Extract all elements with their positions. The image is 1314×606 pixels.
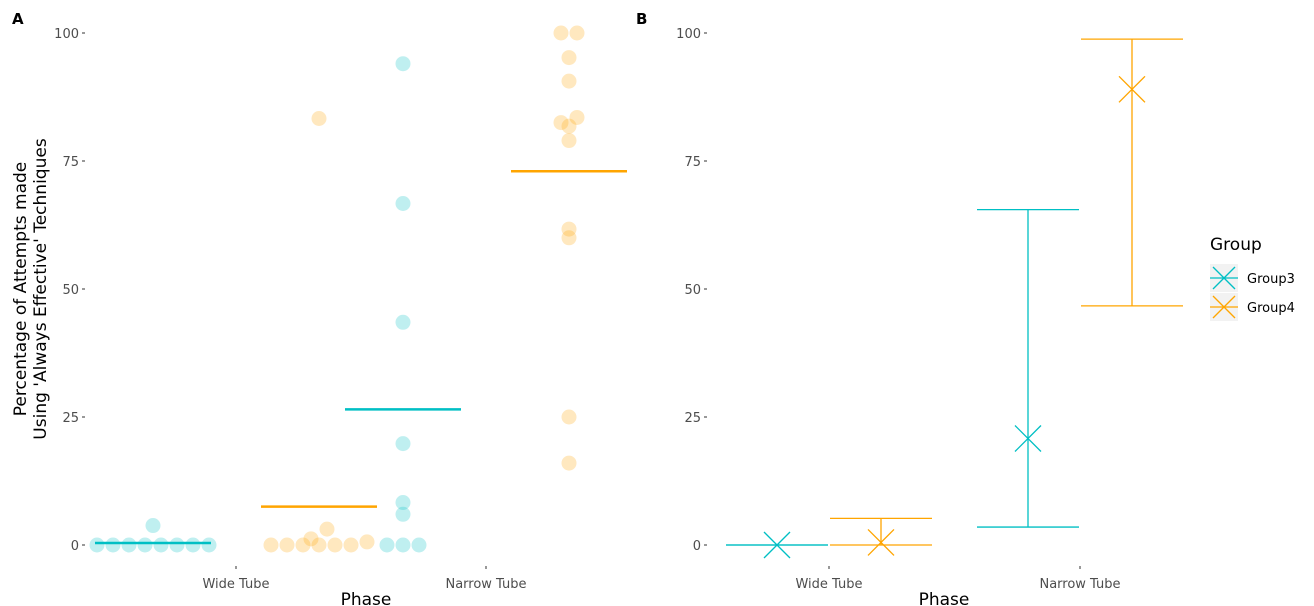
panel-b-mean-marker	[1118, 75, 1146, 103]
panel-a-data-point	[379, 537, 395, 553]
panel-a-data-point	[105, 537, 121, 553]
panel-a-data-point	[311, 537, 327, 553]
panel-a-y-tick-label: 0	[71, 539, 79, 554]
panel-a-y-tick-label: 100	[54, 27, 79, 42]
panel-a-data-point	[395, 314, 411, 330]
panel-a-data-point	[561, 221, 577, 237]
panel-b-mean-marker	[867, 528, 895, 556]
panel-a-data-point	[121, 537, 137, 553]
panel-a-data-point	[561, 409, 577, 425]
panel-b-x-axis: Wide Tube Narrow Tube	[795, 566, 1121, 592]
legend-title: Group	[1210, 235, 1262, 255]
panel-b-x-tick-label: Narrow Tube	[1039, 577, 1120, 592]
panel-a-data-point	[359, 534, 375, 550]
panel-a-data-point	[395, 436, 411, 452]
panel-a-x-tick-label: Wide Tube	[202, 577, 269, 592]
panel-b-y-tick-label: 75	[684, 155, 701, 170]
panel-a-y-tick-label: 50	[62, 283, 79, 298]
panel-a-data-point	[561, 455, 577, 471]
panel-b-plot: 0 25 50 75 100 Wide Tube Narrow Tube	[676, 27, 1183, 592]
panel-a-data-point	[395, 506, 411, 522]
panel-a-data-point	[395, 56, 411, 72]
legend-label: Group3	[1247, 272, 1295, 287]
panel-a-data-point	[561, 230, 577, 246]
legend-item: Group4	[1210, 293, 1295, 321]
panel-a-data-point	[553, 115, 569, 131]
panel-a-x-axis: Wide Tube Narrow Tube	[202, 566, 527, 592]
panel-a-y-tick-label: 75	[62, 155, 79, 170]
panel-a-data-point	[303, 531, 319, 547]
legend: Group Group3 Group4	[1210, 235, 1295, 321]
panel-a-data-point	[561, 50, 577, 66]
panel-a-data-point	[395, 537, 411, 553]
panel-a-data-point	[411, 537, 427, 553]
panel-b-y-tick-label: 25	[684, 411, 701, 426]
panel-b-mean-marker	[763, 531, 791, 559]
panel-a-data-point	[137, 537, 153, 553]
panel-a-data-point	[561, 73, 577, 89]
panel-b-y-tick-label: 100	[676, 27, 701, 42]
panel-a-data-point	[89, 537, 105, 553]
panel-a-x-axis-title: Phase	[341, 590, 392, 606]
panel-a-data-point	[319, 521, 335, 537]
panel-a-data-point	[569, 25, 585, 41]
panel-a-plot: 0 25 50 75 100 Wide Tube Narrow Tube	[54, 25, 627, 592]
panel-a-data-point	[201, 537, 217, 553]
panel-a-y-axis-title-line1: Percentage of Attempts made	[11, 162, 31, 416]
panel-a-data-point	[145, 518, 161, 534]
panel-a-data-point	[295, 537, 311, 553]
panel-a-data-point	[327, 537, 343, 553]
panel-a-data-point	[395, 495, 411, 511]
panel-b-error-bars	[726, 38, 1183, 546]
panel-b-y-tick-label: 0	[693, 539, 701, 554]
panel-label-a: A	[12, 10, 24, 28]
panel-b-y-tick-label: 50	[684, 283, 701, 298]
panel-a-data-point	[169, 537, 185, 553]
panel-a-data-point	[553, 25, 569, 41]
panel-b-mean-marker	[1014, 425, 1042, 452]
panel-a-y-axis: 0 25 50 75 100	[54, 27, 85, 554]
panel-a-data-point	[263, 537, 279, 553]
panel-a-points	[89, 25, 585, 553]
panel-b-x-axis-title: Phase	[919, 590, 970, 606]
panel-a-data-point	[279, 537, 295, 553]
panel-a-data-point	[343, 537, 359, 553]
panel-b-mean-markers	[763, 75, 1146, 559]
panel-a-data-point	[311, 111, 327, 127]
panel-a-data-point	[561, 133, 577, 149]
panel-a-data-point	[153, 537, 169, 553]
panel-a-data-point	[561, 118, 577, 134]
panel-a-data-point	[569, 109, 585, 125]
panel-b-x-tick-label: Wide Tube	[795, 577, 862, 592]
legend-label: Group4	[1247, 301, 1295, 316]
panel-a-data-point	[185, 537, 201, 553]
legend-item: Group3	[1210, 264, 1295, 292]
panel-a-y-axis-title-line2: Using 'Always Effective' Techniques	[31, 138, 51, 440]
panel-b-y-axis: 0 25 50 75 100	[676, 27, 707, 554]
panel-a-x-tick-label: Narrow Tube	[445, 577, 526, 592]
panel-label-b: B	[636, 10, 647, 28]
panel-a-mean-lines	[95, 169, 627, 545]
panel-a-y-tick-label: 25	[62, 411, 79, 426]
panel-a-data-point	[395, 195, 411, 211]
